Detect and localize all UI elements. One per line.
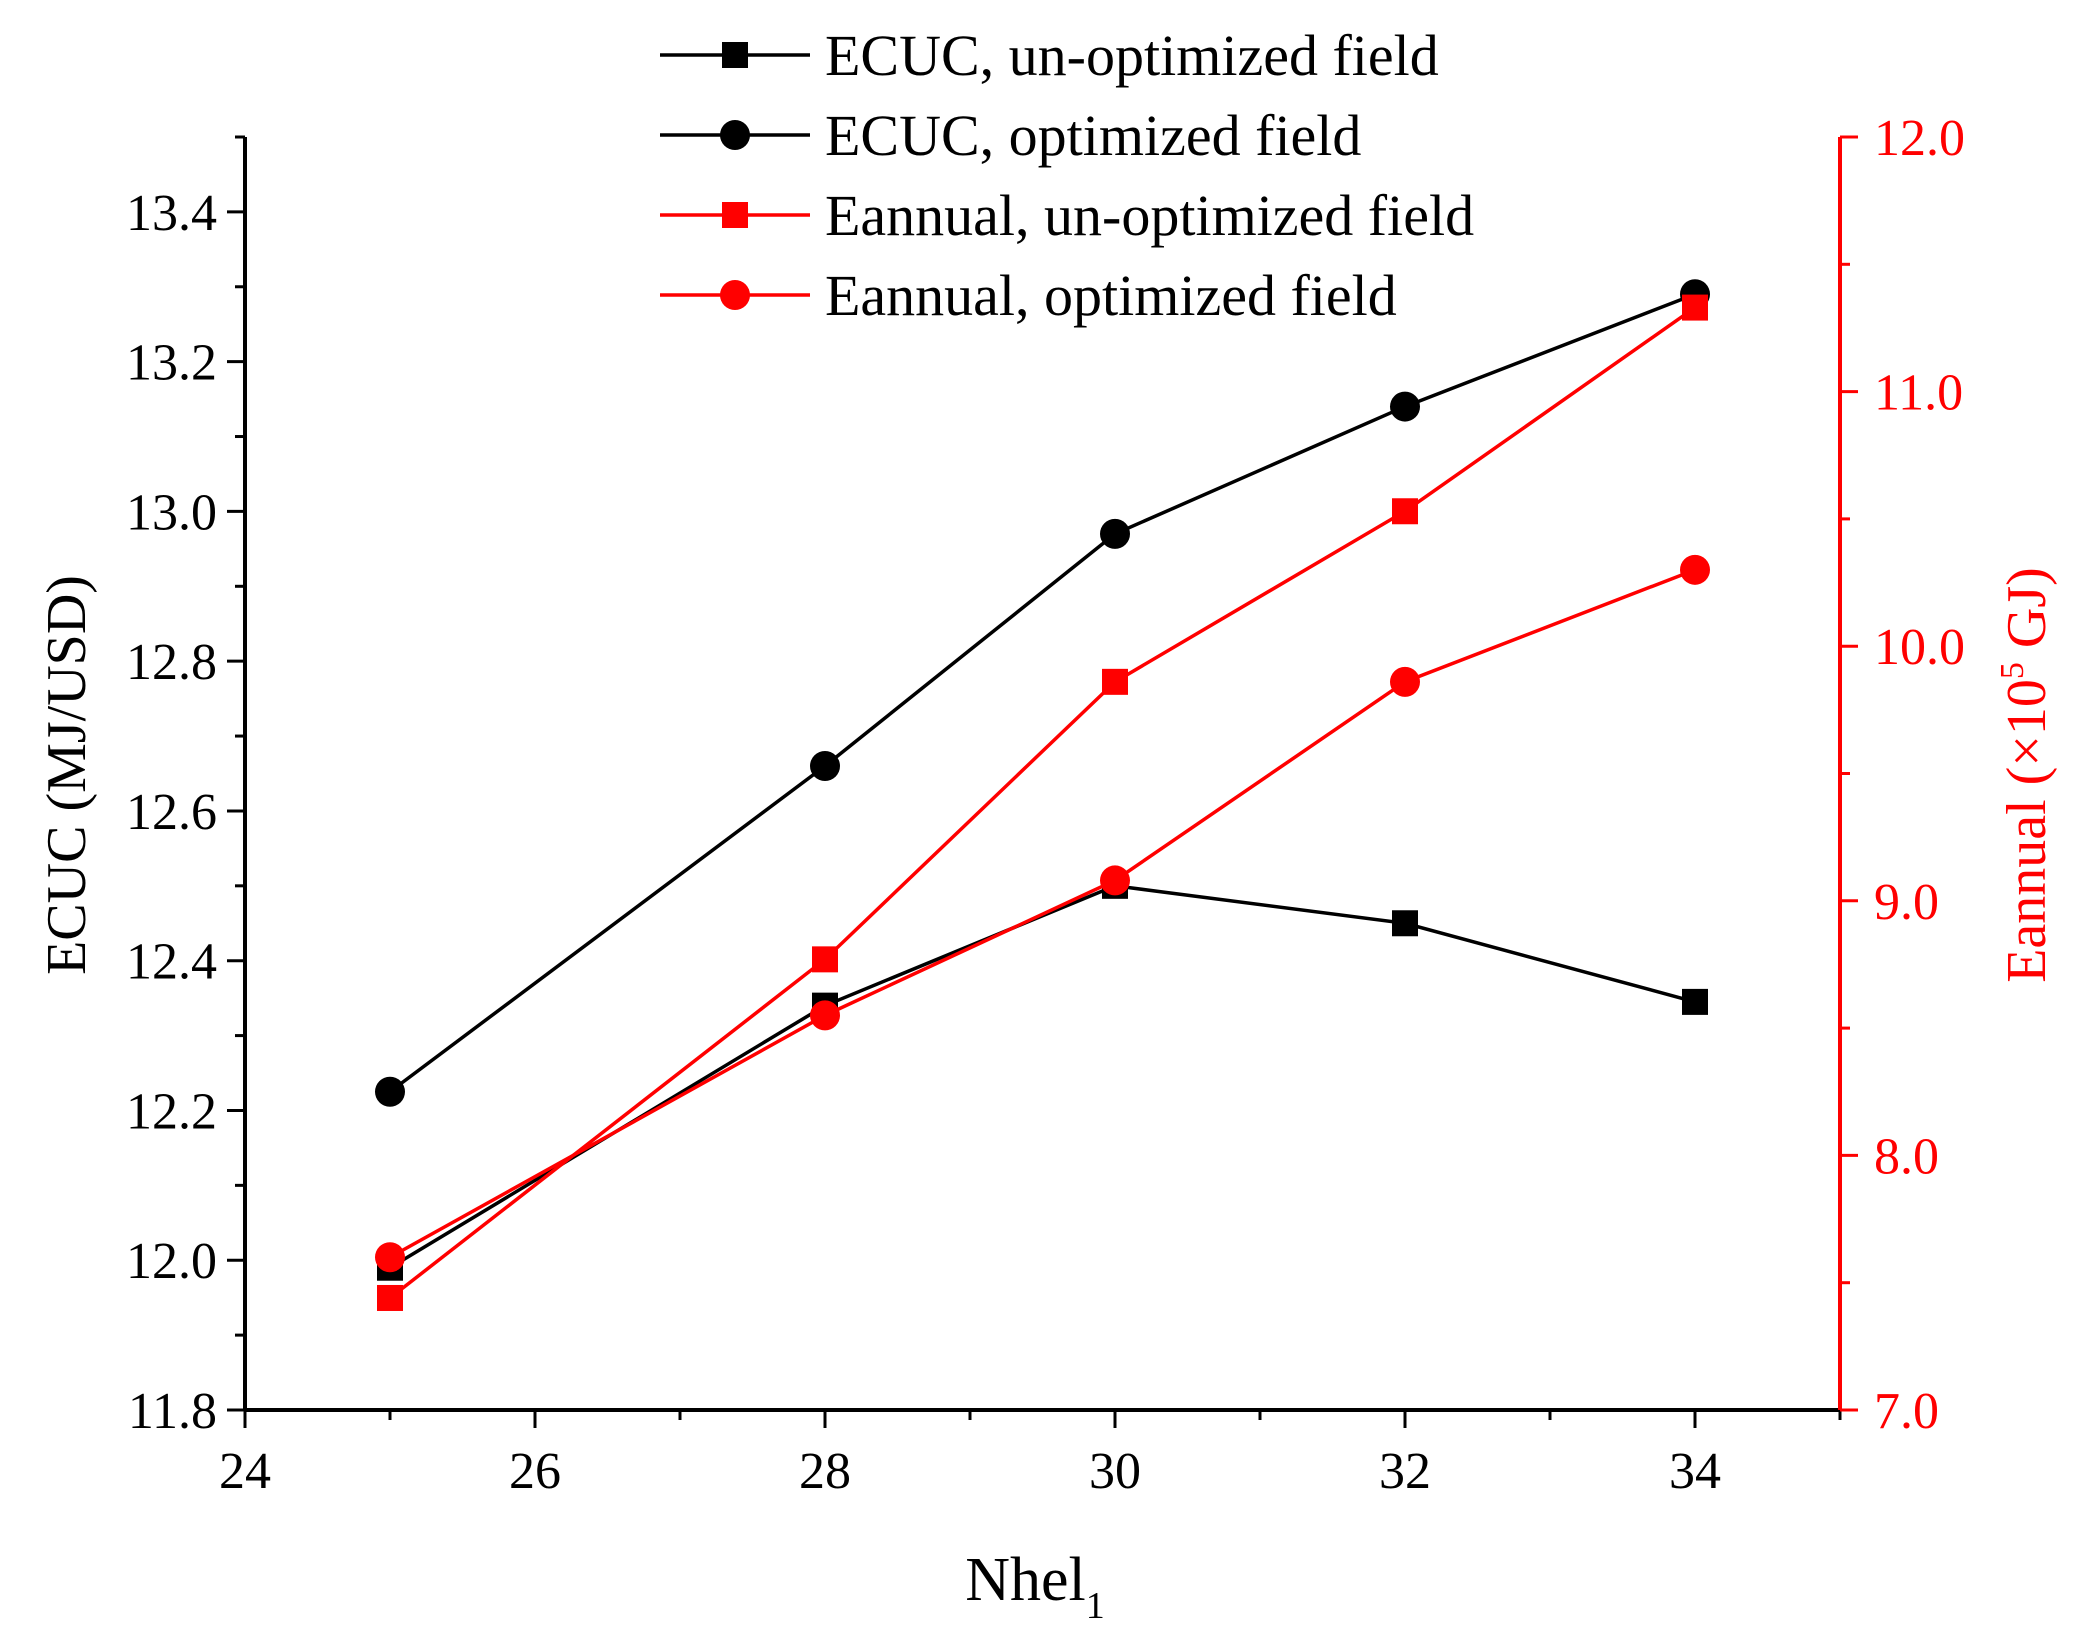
- series-line: [389, 568, 1696, 1259]
- x-axis-label: Nhel1: [965, 1546, 1105, 1627]
- x-tick-label: 32: [1379, 1443, 1431, 1500]
- legend-marker: [722, 42, 748, 68]
- y-tick-label: 13.0: [126, 484, 217, 541]
- legend-item: ECUC, un-optimized field: [660, 23, 1439, 88]
- series-1: [377, 872, 1708, 1281]
- legend-label: Eannual, un-optimized field: [825, 183, 1474, 248]
- y2-axis-label-post: GJ): [1996, 567, 2058, 662]
- series-2: [375, 279, 1710, 1107]
- x-tick-label: 28: [799, 1443, 851, 1500]
- x-tick-label: 34: [1669, 1443, 1721, 1500]
- square-marker: [1392, 498, 1418, 525]
- y2-tick-label: 11.0: [1874, 365, 1963, 422]
- circle-marker: [810, 751, 840, 782]
- series-3: [377, 294, 1708, 1311]
- x-tick-label: 26: [509, 1443, 561, 1500]
- y-tick-label: 13.2: [126, 335, 217, 392]
- y2-tick-label: 8.0: [1874, 1128, 1939, 1185]
- legend-item: Eannual, optimized field: [660, 263, 1397, 328]
- series-line: [388, 292, 1696, 1094]
- y-tick-label: 11.8: [128, 1383, 217, 1440]
- square-marker: [812, 946, 838, 973]
- axes: 24 26 28 30 32 34 11.8 12.0 12.2 12.4 12.6 12.8 13.0…: [126, 110, 1965, 1500]
- circle-marker: [375, 1242, 405, 1273]
- square-marker: [1102, 668, 1128, 695]
- y-tick-label: 12.4: [126, 934, 217, 991]
- y2-tick-label: 12.0: [1874, 110, 1965, 167]
- circle-marker: [1100, 518, 1130, 549]
- square-marker: [1682, 988, 1708, 1015]
- square-marker: [1682, 294, 1708, 321]
- y-tick-label: 12.0: [126, 1233, 217, 1290]
- x-axis-label-sub: 1: [1086, 1585, 1105, 1627]
- y2-axis-label-pre: Eannual (×10: [1996, 679, 2058, 983]
- legend: ECUC, un-optimized field ECUC, optimized …: [660, 23, 1474, 328]
- circle-marker: [375, 1076, 405, 1107]
- legend-label: ECUC, optimized field: [825, 103, 1361, 168]
- y2-axis-label-sup: 5: [1994, 662, 2031, 679]
- x-tick-label: 30: [1089, 1443, 1141, 1500]
- y-tick-label: 12.6: [126, 784, 217, 841]
- y-axis-label: ECUC (MJ/USD): [36, 575, 98, 975]
- legend-label: ECUC, un-optimized field: [825, 23, 1439, 88]
- legend-marker: [720, 280, 750, 310]
- x-tick-label: 24: [219, 1443, 271, 1500]
- y-tick-label: 13.4: [126, 185, 217, 242]
- legend-label: Eannual, optimized field: [825, 263, 1397, 328]
- square-marker: [1392, 910, 1418, 937]
- square-marker: [377, 1284, 403, 1311]
- series-4: [375, 554, 1710, 1273]
- circle-marker: [810, 1000, 840, 1031]
- circle-marker: [1100, 865, 1130, 896]
- y2-tick-label: 9.0: [1874, 874, 1939, 931]
- circle-marker: [1390, 391, 1420, 422]
- legend-item: ECUC, optimized field: [660, 103, 1361, 168]
- circle-marker: [1680, 554, 1710, 585]
- plot-area: [375, 279, 1710, 1311]
- y-tick-label: 12.8: [126, 634, 217, 691]
- y-tick-label: 12.2: [126, 1083, 217, 1140]
- y2-tick-label: 10.0: [1874, 619, 1965, 676]
- legend-marker: [720, 120, 750, 150]
- x-axis-label-main: Nhel: [965, 1546, 1086, 1614]
- legend-marker: [722, 202, 748, 228]
- circle-marker: [1390, 666, 1420, 697]
- y2-tick-label: 7.0: [1874, 1383, 1939, 1440]
- y2-axis-label: Eannual (×105 GJ): [1994, 567, 2058, 983]
- legend-item: Eannual, un-optimized field: [660, 183, 1474, 248]
